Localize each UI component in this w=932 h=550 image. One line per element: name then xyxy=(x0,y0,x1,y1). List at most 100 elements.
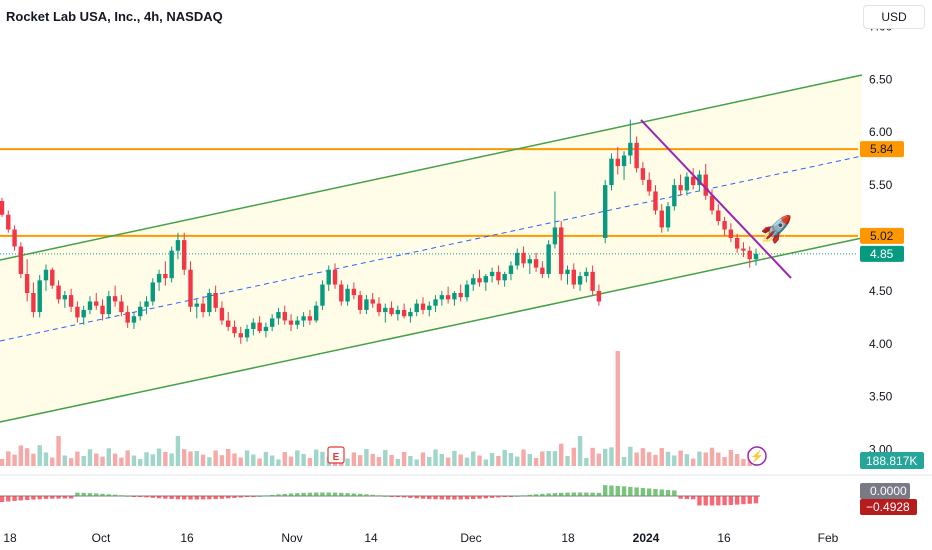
candle-body xyxy=(81,309,86,318)
candle-body xyxy=(753,253,759,260)
volume-bar xyxy=(313,449,319,466)
candle-body xyxy=(24,273,30,294)
volume-bar xyxy=(364,449,369,466)
volume-bar xyxy=(678,450,683,466)
oscillator-bar xyxy=(188,496,193,500)
oscillator-bar xyxy=(420,496,426,499)
candle-body xyxy=(565,269,570,274)
candle-body xyxy=(68,295,74,307)
volume-bar xyxy=(295,450,300,466)
candle-body xyxy=(339,284,344,302)
volume-bar xyxy=(502,449,507,466)
currency-button[interactable]: USD xyxy=(863,5,925,29)
volume-bar xyxy=(540,451,545,466)
volume-bar xyxy=(357,455,363,466)
volume-bar xyxy=(370,453,375,466)
oscillator-bar xyxy=(182,496,187,500)
oscillator-bar xyxy=(313,492,319,496)
oscillator-bar xyxy=(577,492,583,496)
volume-bar xyxy=(653,454,658,466)
volume-bar xyxy=(464,457,470,466)
volume-bar xyxy=(646,452,652,466)
candle-body xyxy=(106,296,112,315)
channel-lower-line xyxy=(0,237,863,423)
oscillator-bar xyxy=(722,496,727,506)
channel-midline xyxy=(0,155,863,342)
volume-bar xyxy=(112,453,118,466)
candle-body xyxy=(709,195,715,211)
candle-body xyxy=(307,316,313,321)
candle-body xyxy=(508,265,514,274)
candle-body xyxy=(577,276,583,285)
oscillator-bar xyxy=(433,496,438,500)
candle-body xyxy=(690,176,696,186)
volume-bar xyxy=(81,456,86,466)
candle-body xyxy=(433,299,438,306)
rocket-icon: 🚀 xyxy=(760,214,792,244)
candle-body xyxy=(728,229,734,238)
candle-body xyxy=(75,306,80,318)
oscillator-bar xyxy=(672,490,677,496)
candle-body xyxy=(659,210,664,228)
oscillator-bar xyxy=(747,496,752,504)
oscillator-bar xyxy=(621,486,627,496)
candle-body xyxy=(734,238,740,249)
oscillator-bar xyxy=(653,489,658,496)
candle-body xyxy=(12,229,17,247)
volume-bar xyxy=(690,458,696,466)
oscillator-bar xyxy=(395,496,401,497)
oscillator-bar xyxy=(646,488,652,496)
candle-body xyxy=(182,240,187,270)
volume-bar xyxy=(56,436,61,466)
volume-bar xyxy=(175,436,181,466)
candle-body xyxy=(345,288,350,302)
candle-body xyxy=(269,318,275,327)
candle-body xyxy=(540,267,545,274)
candle-body xyxy=(226,320,231,327)
oscillator-bar xyxy=(383,495,388,497)
oscillator-bar xyxy=(169,496,174,499)
candle-body xyxy=(584,271,589,277)
candle-body xyxy=(401,309,407,317)
x-tick-label: Oct xyxy=(92,531,111,545)
oscillator-bar xyxy=(269,494,275,496)
volume-bar xyxy=(596,453,602,466)
volume-bar xyxy=(144,452,149,466)
volume-bar xyxy=(672,455,677,466)
candle-body xyxy=(370,299,375,304)
candle-body xyxy=(213,293,218,308)
oscillator-bar xyxy=(427,496,432,500)
oscillator-bar xyxy=(464,496,470,500)
candle-body xyxy=(87,301,93,310)
level-label-2: 5.02 xyxy=(870,229,894,243)
volume-bar xyxy=(94,453,99,466)
oscillator-bar xyxy=(251,496,256,497)
oscillator-bar xyxy=(37,496,42,500)
oscillator-bar xyxy=(734,496,740,505)
oscillator-bar xyxy=(376,495,382,497)
oscillator-bar xyxy=(163,496,168,499)
candle-body xyxy=(609,158,614,186)
x-tick-label: 16 xyxy=(717,531,731,545)
candle-body xyxy=(219,307,225,321)
oscillator-zero-label: 0.0000 xyxy=(870,484,907,498)
oscillator-bar xyxy=(232,496,237,498)
volume-bar xyxy=(483,459,489,466)
oscillator-bar xyxy=(678,496,683,499)
volume-bar xyxy=(257,458,262,466)
volume-bar xyxy=(24,448,30,466)
volume-bar xyxy=(640,448,646,466)
volume-bar xyxy=(18,445,24,466)
channel-fill xyxy=(0,75,862,422)
candle-body xyxy=(628,142,633,156)
candle-body xyxy=(232,326,237,334)
candle-body xyxy=(383,307,388,313)
volume-bar xyxy=(590,447,595,466)
event-icon xyxy=(747,446,767,466)
volume-bar xyxy=(163,451,168,466)
candle-body xyxy=(427,305,432,310)
volume-bar xyxy=(376,457,382,466)
volume-bar xyxy=(213,450,218,466)
oscillator-bar xyxy=(559,492,564,496)
